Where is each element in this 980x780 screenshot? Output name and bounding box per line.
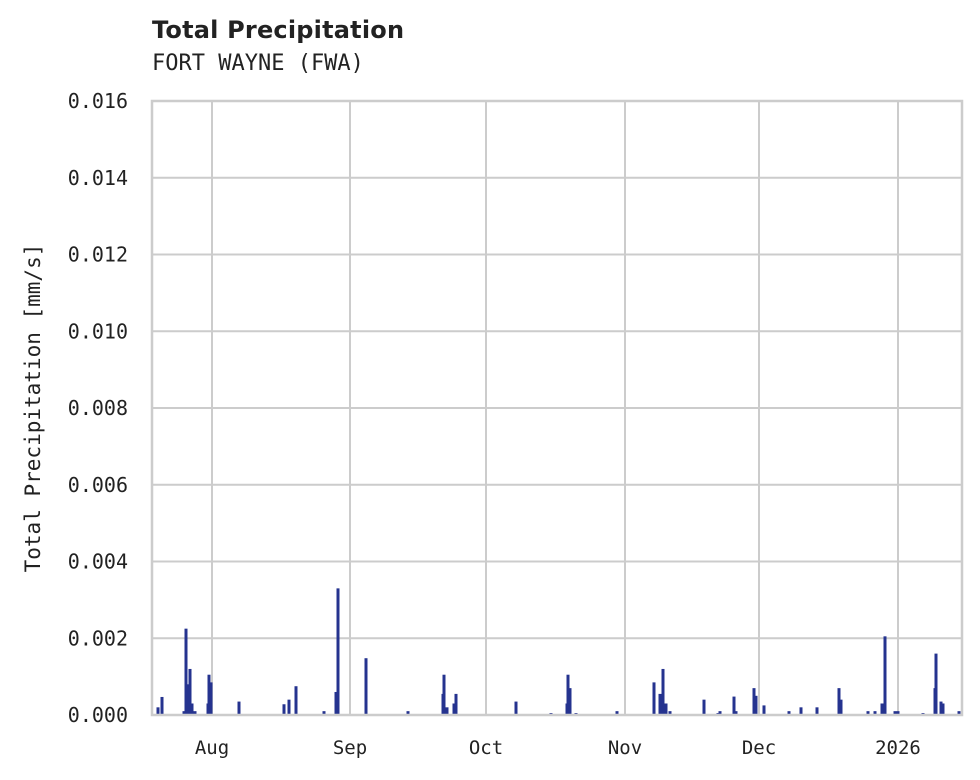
precipitation-bar (883, 636, 887, 715)
precipitation-bar (941, 703, 945, 715)
precipitation-bar (364, 658, 368, 715)
y-tick-label: 0.012 (68, 243, 128, 267)
precipitation-bar (209, 682, 213, 715)
precipitation-bar (880, 703, 884, 715)
precipitation-bar (934, 653, 938, 715)
y-tick-label: 0.008 (68, 396, 128, 420)
precipitation-bar (184, 628, 188, 715)
precipitation-bar (282, 704, 286, 715)
precipitation-bar (652, 682, 656, 715)
precipitation-bar (752, 688, 756, 715)
y-tick-label: 0.000 (68, 703, 128, 727)
x-tick-label: Nov (608, 737, 642, 759)
precipitation-bar (734, 711, 738, 715)
precipitation-bar (787, 711, 791, 715)
precipitation-bar (762, 705, 766, 715)
precipitation-bar (182, 711, 186, 715)
precipitation-bar (454, 693, 458, 715)
y-tick-label: 0.006 (68, 473, 128, 497)
precipitation-bar (334, 691, 338, 715)
precipitation-bar (452, 703, 456, 715)
precipitation-bar (207, 674, 211, 715)
precipitation-bar (837, 688, 841, 715)
precipitation-bar (442, 674, 446, 715)
precipitation-bar (718, 711, 722, 715)
precipitation-bar (188, 668, 192, 715)
precipitation-bar (294, 686, 298, 715)
precipitation-bar (668, 711, 672, 715)
y-tick-label: 0.002 (68, 626, 128, 650)
precipitation-bar (160, 696, 164, 715)
precipitation-bar (445, 707, 449, 715)
precipitation-bar (799, 707, 803, 715)
precipitation-bar (866, 711, 870, 715)
precipitation-bar (661, 668, 665, 715)
precipitation-bar (939, 701, 943, 715)
y-tick-label: 0.004 (68, 550, 128, 574)
precipitation-bar (322, 711, 326, 715)
x-tick-label: Oct (469, 737, 503, 759)
precipitation-bar (664, 703, 668, 715)
precipitation-bar (615, 711, 619, 715)
precipitation-bar (957, 711, 961, 715)
x-tick-label: Sep (333, 737, 367, 759)
y-tick-label: 0.010 (68, 319, 128, 343)
precipitation-bar (873, 711, 877, 715)
precipitation-bar (568, 688, 572, 715)
y-tick-label: 0.016 (68, 89, 128, 113)
x-tick-label: Dec (742, 737, 776, 759)
precipitation-bar (893, 711, 897, 715)
plot-frame (150, 99, 964, 717)
precipitation-bar (406, 711, 410, 715)
precipitation-bar (658, 693, 662, 715)
precipitation-bar (702, 699, 706, 715)
y-tick-label: 0.014 (68, 166, 128, 190)
chart-subtitle: FORT WAYNE (FWA) (152, 51, 364, 76)
chart-title: Total Precipitation (152, 16, 405, 44)
precipitation-bar (193, 711, 197, 715)
precipitation-bar (190, 703, 194, 715)
precipitation-bar (732, 696, 736, 715)
precipitation-bar (815, 707, 819, 715)
precipitation-bar (237, 701, 241, 715)
precipitation-bar (514, 701, 518, 715)
precipitation-bar (336, 588, 340, 715)
x-tick-label: 2026 (875, 737, 921, 759)
precipitation-bar (754, 695, 758, 715)
precipitation-bar (839, 699, 843, 715)
precipitation-bar (287, 699, 291, 715)
precipitation-bar (156, 707, 160, 715)
precipitation-bar (566, 674, 570, 715)
precipitation-bar (186, 684, 190, 715)
x-tick-label: Aug (195, 737, 229, 759)
precipitation-bar (896, 711, 900, 715)
